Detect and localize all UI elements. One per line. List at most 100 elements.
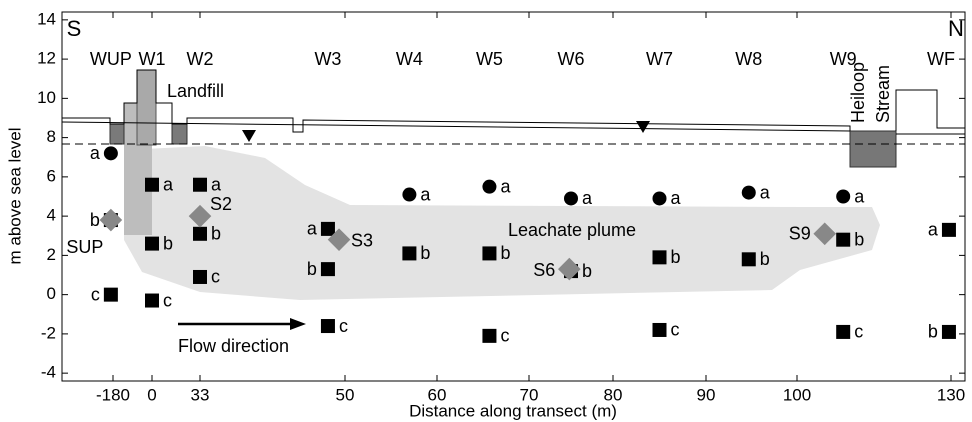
circle-point bbox=[482, 179, 497, 194]
x-tick-label: 33 bbox=[191, 385, 210, 404]
point-label: c bbox=[339, 316, 348, 336]
point-label: a bbox=[211, 174, 222, 194]
y-tick-label: 10 bbox=[37, 88, 56, 107]
landfill-top bbox=[136, 69, 157, 146]
plot-frame bbox=[61, 11, 966, 382]
plume-label: Leachate plume bbox=[508, 220, 636, 240]
circle-point bbox=[402, 187, 417, 202]
square-point bbox=[193, 269, 207, 284]
diamond-label: S2 bbox=[210, 194, 232, 214]
well-name: W4 bbox=[396, 49, 423, 69]
stream-label: Heiloop bbox=[848, 62, 868, 123]
point-label: a bbox=[854, 186, 865, 206]
square-point bbox=[320, 221, 335, 236]
point-label: c bbox=[163, 290, 172, 310]
y-tick-label: -2 bbox=[41, 323, 56, 342]
point-label: a bbox=[90, 143, 101, 163]
square-point bbox=[320, 319, 335, 334]
square-point bbox=[652, 322, 667, 337]
well-name: W5 bbox=[476, 49, 503, 69]
point-label: b bbox=[90, 210, 100, 230]
stream bbox=[849, 130, 897, 168]
point-label: a bbox=[760, 182, 771, 202]
y-tick-label: -4 bbox=[41, 363, 56, 382]
point-label: a bbox=[420, 184, 431, 204]
point-label: c bbox=[854, 322, 863, 342]
x-tick-label: 70 bbox=[520, 385, 539, 404]
diamond-point bbox=[99, 208, 123, 232]
landfill-side bbox=[171, 123, 188, 145]
point-label: b bbox=[420, 243, 430, 263]
point-label: b bbox=[163, 233, 173, 253]
point-label: a bbox=[307, 219, 318, 239]
well-name: W8 bbox=[735, 49, 762, 69]
water-table-marker bbox=[636, 121, 650, 133]
y-tick-label: 2 bbox=[47, 245, 56, 264]
point-label: b bbox=[582, 261, 592, 281]
point-label: a bbox=[671, 188, 682, 208]
well-name: W6 bbox=[558, 49, 585, 69]
point-label: c bbox=[91, 284, 100, 304]
diamond-label: S9 bbox=[789, 224, 811, 244]
flow-arrow-head bbox=[290, 318, 306, 330]
ground-surface bbox=[62, 69, 965, 133]
square-point bbox=[741, 252, 756, 267]
north-label: N bbox=[948, 16, 964, 41]
x-tick-label: 80 bbox=[604, 385, 623, 404]
water-table-marker bbox=[242, 130, 256, 142]
square-point bbox=[145, 293, 159, 308]
flow-label: Flow direction bbox=[178, 336, 289, 356]
x-tick-label: 60 bbox=[428, 385, 447, 404]
diamond-label: S6 bbox=[533, 260, 555, 280]
x-tick-label: 130 bbox=[937, 385, 965, 404]
square-point bbox=[145, 177, 159, 192]
point-label: a bbox=[928, 220, 939, 240]
x-tick-label: 90 bbox=[697, 385, 716, 404]
point-label: a bbox=[163, 174, 174, 194]
south-label: S bbox=[67, 16, 82, 41]
y-tick-label: 6 bbox=[47, 166, 56, 185]
square-point bbox=[941, 324, 956, 339]
square-point bbox=[402, 246, 417, 261]
y-tick-label: 14 bbox=[37, 9, 56, 28]
point-label: b bbox=[760, 249, 770, 269]
point-label: b bbox=[211, 224, 221, 244]
y-tick-label: 0 bbox=[47, 284, 56, 303]
point-label: a bbox=[500, 176, 511, 196]
square-point bbox=[652, 250, 667, 265]
water-table bbox=[61, 121, 965, 135]
square-point bbox=[320, 262, 335, 277]
point-label: b bbox=[671, 247, 681, 267]
landfill-label: Landfill bbox=[167, 81, 224, 101]
circle-point bbox=[836, 189, 851, 204]
point-label: b bbox=[928, 322, 938, 342]
point-label: c bbox=[500, 326, 509, 346]
well-name: W3 bbox=[314, 49, 341, 69]
square-point bbox=[836, 324, 851, 339]
well-name: WF bbox=[927, 49, 955, 69]
y-tick-label: 8 bbox=[47, 127, 56, 146]
circle-point bbox=[103, 146, 118, 161]
y-axis-label: m above sea level bbox=[5, 127, 24, 264]
point-label: b bbox=[854, 229, 864, 249]
y-tick-label: 12 bbox=[37, 49, 56, 68]
well-name: W9 bbox=[830, 49, 857, 69]
square-point bbox=[836, 232, 851, 247]
point-label: a bbox=[582, 188, 593, 208]
x-tick-label: 100 bbox=[783, 385, 811, 404]
diamond-label: SUP bbox=[66, 237, 103, 257]
point-label: b bbox=[307, 259, 317, 279]
square-point bbox=[193, 226, 207, 241]
x-axis-label: Distance along transect (m) bbox=[409, 401, 617, 420]
square-point bbox=[482, 328, 497, 343]
square-point bbox=[145, 236, 159, 251]
circle-point bbox=[652, 191, 667, 206]
well-name: W1 bbox=[139, 49, 166, 69]
well-name: W7 bbox=[646, 49, 673, 69]
x-tick-label: -180 bbox=[96, 385, 130, 404]
stream-label: Stream bbox=[873, 65, 893, 123]
square-point bbox=[482, 246, 497, 261]
plume-area bbox=[124, 146, 880, 300]
